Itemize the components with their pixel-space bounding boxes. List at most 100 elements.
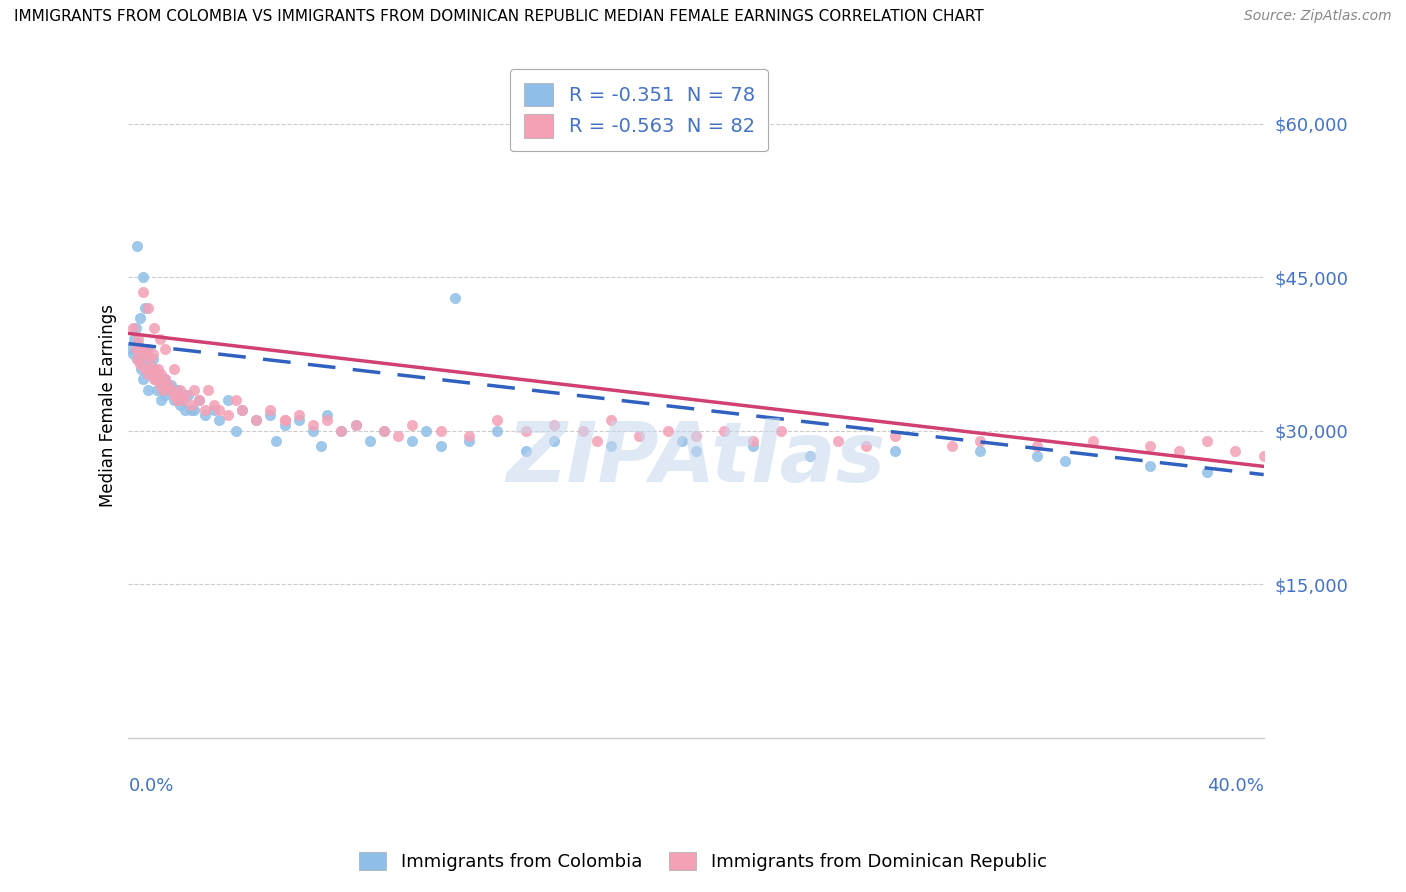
Point: [121, 321, 143, 335]
Text: Source: ZipAtlas.com: Source: ZipAtlas.com: [1244, 9, 1392, 23]
Point: [245, 413, 267, 427]
Point: [741, 434, 763, 448]
Point: [225, 392, 247, 407]
Point: [124, 321, 146, 335]
Point: [125, 239, 148, 253]
Point: [208, 403, 231, 417]
Point: [231, 403, 253, 417]
Point: [197, 383, 219, 397]
Point: [628, 428, 651, 442]
Point: [1083, 434, 1105, 448]
Point: [142, 351, 165, 366]
Point: [127, 332, 149, 346]
Point: [177, 388, 200, 402]
Point: [316, 409, 339, 423]
Point: [344, 418, 367, 433]
Point: [131, 342, 153, 356]
Point: [169, 398, 191, 412]
Point: [316, 413, 339, 427]
Point: [415, 424, 437, 438]
Point: [543, 434, 565, 448]
Point: [134, 357, 156, 371]
Point: [139, 362, 162, 376]
Point: [142, 347, 165, 361]
Point: [160, 377, 183, 392]
Point: [302, 424, 325, 438]
Point: [770, 424, 793, 438]
Point: [273, 418, 295, 433]
Point: [132, 347, 155, 361]
Point: [128, 357, 150, 371]
Point: [685, 428, 707, 442]
Point: [166, 383, 188, 397]
Text: IMMIGRANTS FROM COLOMBIA VS IMMIGRANTS FROM DOMINICAN REPUBLIC MEDIAN FEMALE EAR: IMMIGRANTS FROM COLOMBIA VS IMMIGRANTS F…: [14, 9, 984, 24]
Point: [217, 409, 239, 423]
Point: [125, 351, 148, 366]
Point: [969, 434, 991, 448]
Point: [401, 434, 423, 448]
Point: [202, 398, 225, 412]
Point: [155, 388, 177, 402]
Point: [188, 392, 211, 407]
Y-axis label: Median Female Earnings: Median Female Earnings: [100, 303, 117, 507]
Point: [1195, 465, 1218, 479]
Point: [134, 362, 156, 376]
Point: [600, 413, 623, 427]
Point: [855, 439, 877, 453]
Point: [180, 403, 202, 417]
Point: [131, 372, 153, 386]
Point: [302, 418, 325, 433]
Point: [515, 424, 537, 438]
Point: [155, 372, 177, 386]
Point: [174, 403, 197, 417]
Point: [202, 403, 225, 417]
Point: [311, 439, 333, 453]
Point: [245, 413, 267, 427]
Point: [486, 424, 509, 438]
Point: [172, 392, 194, 407]
Legend: Immigrants from Colombia, Immigrants from Dominican Republic: Immigrants from Colombia, Immigrants fro…: [352, 845, 1054, 879]
Point: [264, 434, 287, 448]
Point: [969, 444, 991, 458]
Point: [183, 403, 205, 417]
Point: [259, 409, 281, 423]
Point: [174, 388, 197, 402]
Point: [163, 388, 186, 402]
Point: [141, 362, 163, 376]
Point: [169, 383, 191, 397]
Point: [225, 424, 247, 438]
Point: [155, 342, 177, 356]
Point: [1139, 459, 1161, 474]
Point: [150, 368, 173, 382]
Point: [125, 351, 148, 366]
Point: [883, 444, 905, 458]
Point: [600, 439, 623, 453]
Point: [166, 392, 188, 407]
Point: [458, 428, 481, 442]
Point: [373, 424, 395, 438]
Point: [330, 424, 353, 438]
Point: [135, 342, 157, 356]
Point: [359, 434, 381, 448]
Point: [1167, 444, 1189, 458]
Point: [153, 383, 176, 397]
Point: [163, 392, 186, 407]
Point: [208, 413, 231, 427]
Point: [127, 336, 149, 351]
Point: [139, 351, 162, 366]
Point: [122, 332, 145, 346]
Point: [183, 383, 205, 397]
Point: [146, 383, 169, 397]
Point: [330, 424, 353, 438]
Point: [138, 368, 160, 382]
Point: [1053, 454, 1076, 468]
Point: [429, 424, 451, 438]
Point: [827, 434, 849, 448]
Text: 0.0%: 0.0%: [128, 778, 174, 796]
Point: [145, 362, 167, 376]
Point: [671, 434, 693, 448]
Point: [150, 392, 173, 407]
Point: [121, 347, 143, 361]
Point: [172, 392, 194, 407]
Point: [124, 342, 146, 356]
